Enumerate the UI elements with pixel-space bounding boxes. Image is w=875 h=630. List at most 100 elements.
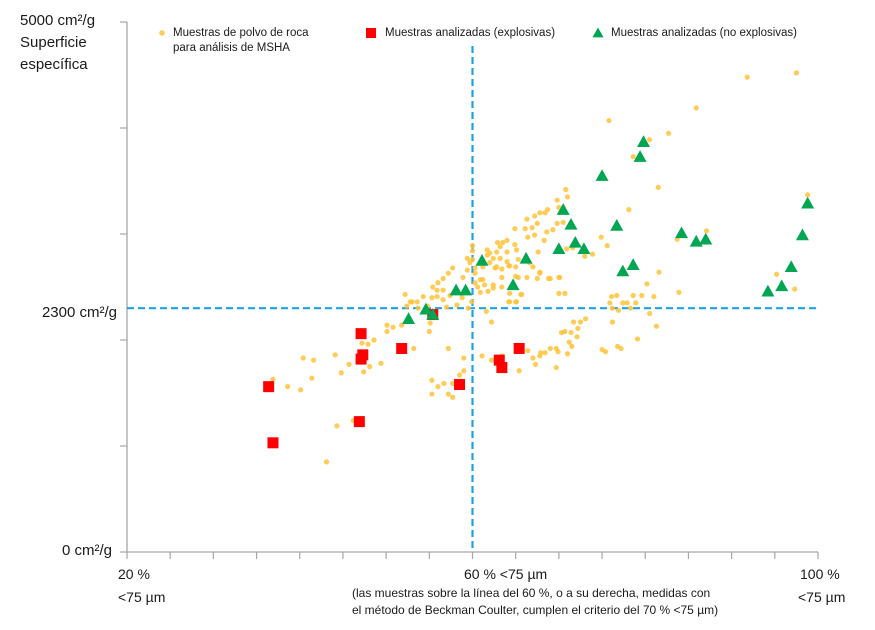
rock-dust-sample-point [475,284,481,290]
rock-dust-sample-point [569,343,575,349]
series-non-explosive-samples [402,135,815,324]
rock-dust-sample-point [618,345,624,352]
x-tick-label-right: 100 % [800,566,840,582]
non-explosive-sample-point [689,234,703,247]
rock-dust-sample-point [469,248,476,254]
rock-dust-sample-point [512,242,518,248]
rock-dust-sample-point [469,299,475,305]
rock-dust-sample-point [285,384,291,390]
legend-marker-circle-icon [159,30,165,36]
rock-dust-sample-point [430,284,436,290]
rock-dust-sample-point [365,341,371,347]
non-explosive-sample-point [426,308,440,320]
x-tick-label-left-unit: <75 µm [118,589,166,605]
rock-dust-sample-point [646,310,653,317]
rock-dust-sample-point [450,380,456,387]
rock-dust-sample-point [445,391,451,397]
rock-dust-sample-point [582,253,588,259]
rock-dust-sample-point [515,256,521,263]
non-explosive-sample-point [564,217,578,230]
series-rock-dust-samples [270,70,811,465]
rock-dust-sample-point [371,337,377,343]
x-axis-note-line-2: el método de Beckman Coulter, cumplen el… [352,603,719,617]
rock-dust-sample-point [485,288,491,294]
rock-dust-sample-point [434,293,440,300]
non-explosive-sample-point [761,284,775,297]
rock-dust-sample-point [639,292,645,299]
non-explosive-sample-point [577,242,591,255]
rock-dust-sample-point [488,319,495,325]
rock-dust-sample-point [420,293,426,300]
rock-dust-sample-point [411,345,417,352]
rock-dust-sample-point [310,357,317,363]
rock-dust-sample-point [553,364,559,371]
rock-dust-sample-point [542,210,548,216]
rock-dust-sample-point [346,361,352,367]
y-tick-label-top: 5000 cm²/g [20,12,96,29]
rock-dust-sample-point [609,305,616,311]
rock-dust-sample-point [499,284,505,290]
rock-dust-sample-point [515,274,521,281]
rock-dust-sample-point [490,285,496,291]
rock-dust-sample-point [542,350,548,356]
rock-dust-sample-point [270,376,276,382]
rock-dust-sample-point [477,289,483,295]
non-explosive-sample-point [552,242,566,255]
rock-dust-sample-point [574,334,580,340]
rock-dust-sample-point [481,282,488,288]
rock-dust-sample-point [402,291,408,298]
rock-dust-sample-point [644,281,650,287]
rock-dust-sample-point [461,368,467,374]
rock-dust-sample-point [461,355,467,361]
rock-dust-sample-point [492,265,498,271]
rock-dust-sample-point [484,247,490,253]
rock-dust-sample-point [464,267,470,273]
rock-dust-sample-point [434,287,440,293]
rock-dust-sample-point [532,361,539,367]
rock-dust-sample-point [598,234,604,240]
rock-dust-sample-point [524,274,530,281]
rock-dust-sample-point [793,70,800,76]
rock-dust-sample-point [459,295,465,301]
rock-dust-sample-point [516,368,522,374]
x-tick-label-right-unit: <75 µm [798,589,846,605]
rock-dust-sample-point [614,292,620,299]
rock-dust-sample-point [805,192,811,198]
rock-dust-sample-point [454,302,460,308]
rock-dust-sample-point [703,228,710,234]
rock-dust-sample-point [564,246,570,252]
explosive-sample-point [454,379,466,391]
rock-dust-sample-point [300,355,306,361]
rock-dust-sample-point [445,345,451,352]
rock-dust-sample-point [653,323,660,329]
rock-dust-sample-point [530,264,536,270]
rock-dust-sample-point [564,351,571,357]
y-tick-label-mid: 2300 cm²/g [41,304,117,321]
non-explosive-sample-point [784,260,798,273]
reference-lines [127,46,820,552]
rock-dust-sample-point [484,252,490,258]
rock-dust-sample-point [513,264,519,270]
rock-dust-sample-point [309,375,315,381]
rock-dust-sample-point [537,269,543,275]
explosive-sample-point [263,381,275,393]
rock-dust-sample-point [615,307,622,313]
x-axis-note-line-1: (las muestras sobre la línea del 60 %, o… [352,586,711,600]
rock-dust-sample-point [298,387,304,393]
non-explosive-sample-point [419,302,433,315]
rock-dust-sample-point [488,357,495,363]
y-tick-label-bottom: 0 cm²/g [61,542,112,559]
rock-dust-sample-point [620,300,626,306]
series-explosive-samples [263,309,525,449]
rock-dust-sample-point [435,280,441,286]
rock-dust-sample-point [693,105,699,111]
explosive-sample-point [353,416,365,428]
rock-dust-sample-point [499,274,505,281]
rock-dust-sample-point [634,336,641,342]
rock-dust-sample-point [390,324,396,330]
rock-dust-sample-point [490,255,496,261]
y-axis-title-line-2: específica [20,56,88,73]
rock-dust-sample-point [525,234,531,240]
rock-dust-sample-point [547,345,553,352]
